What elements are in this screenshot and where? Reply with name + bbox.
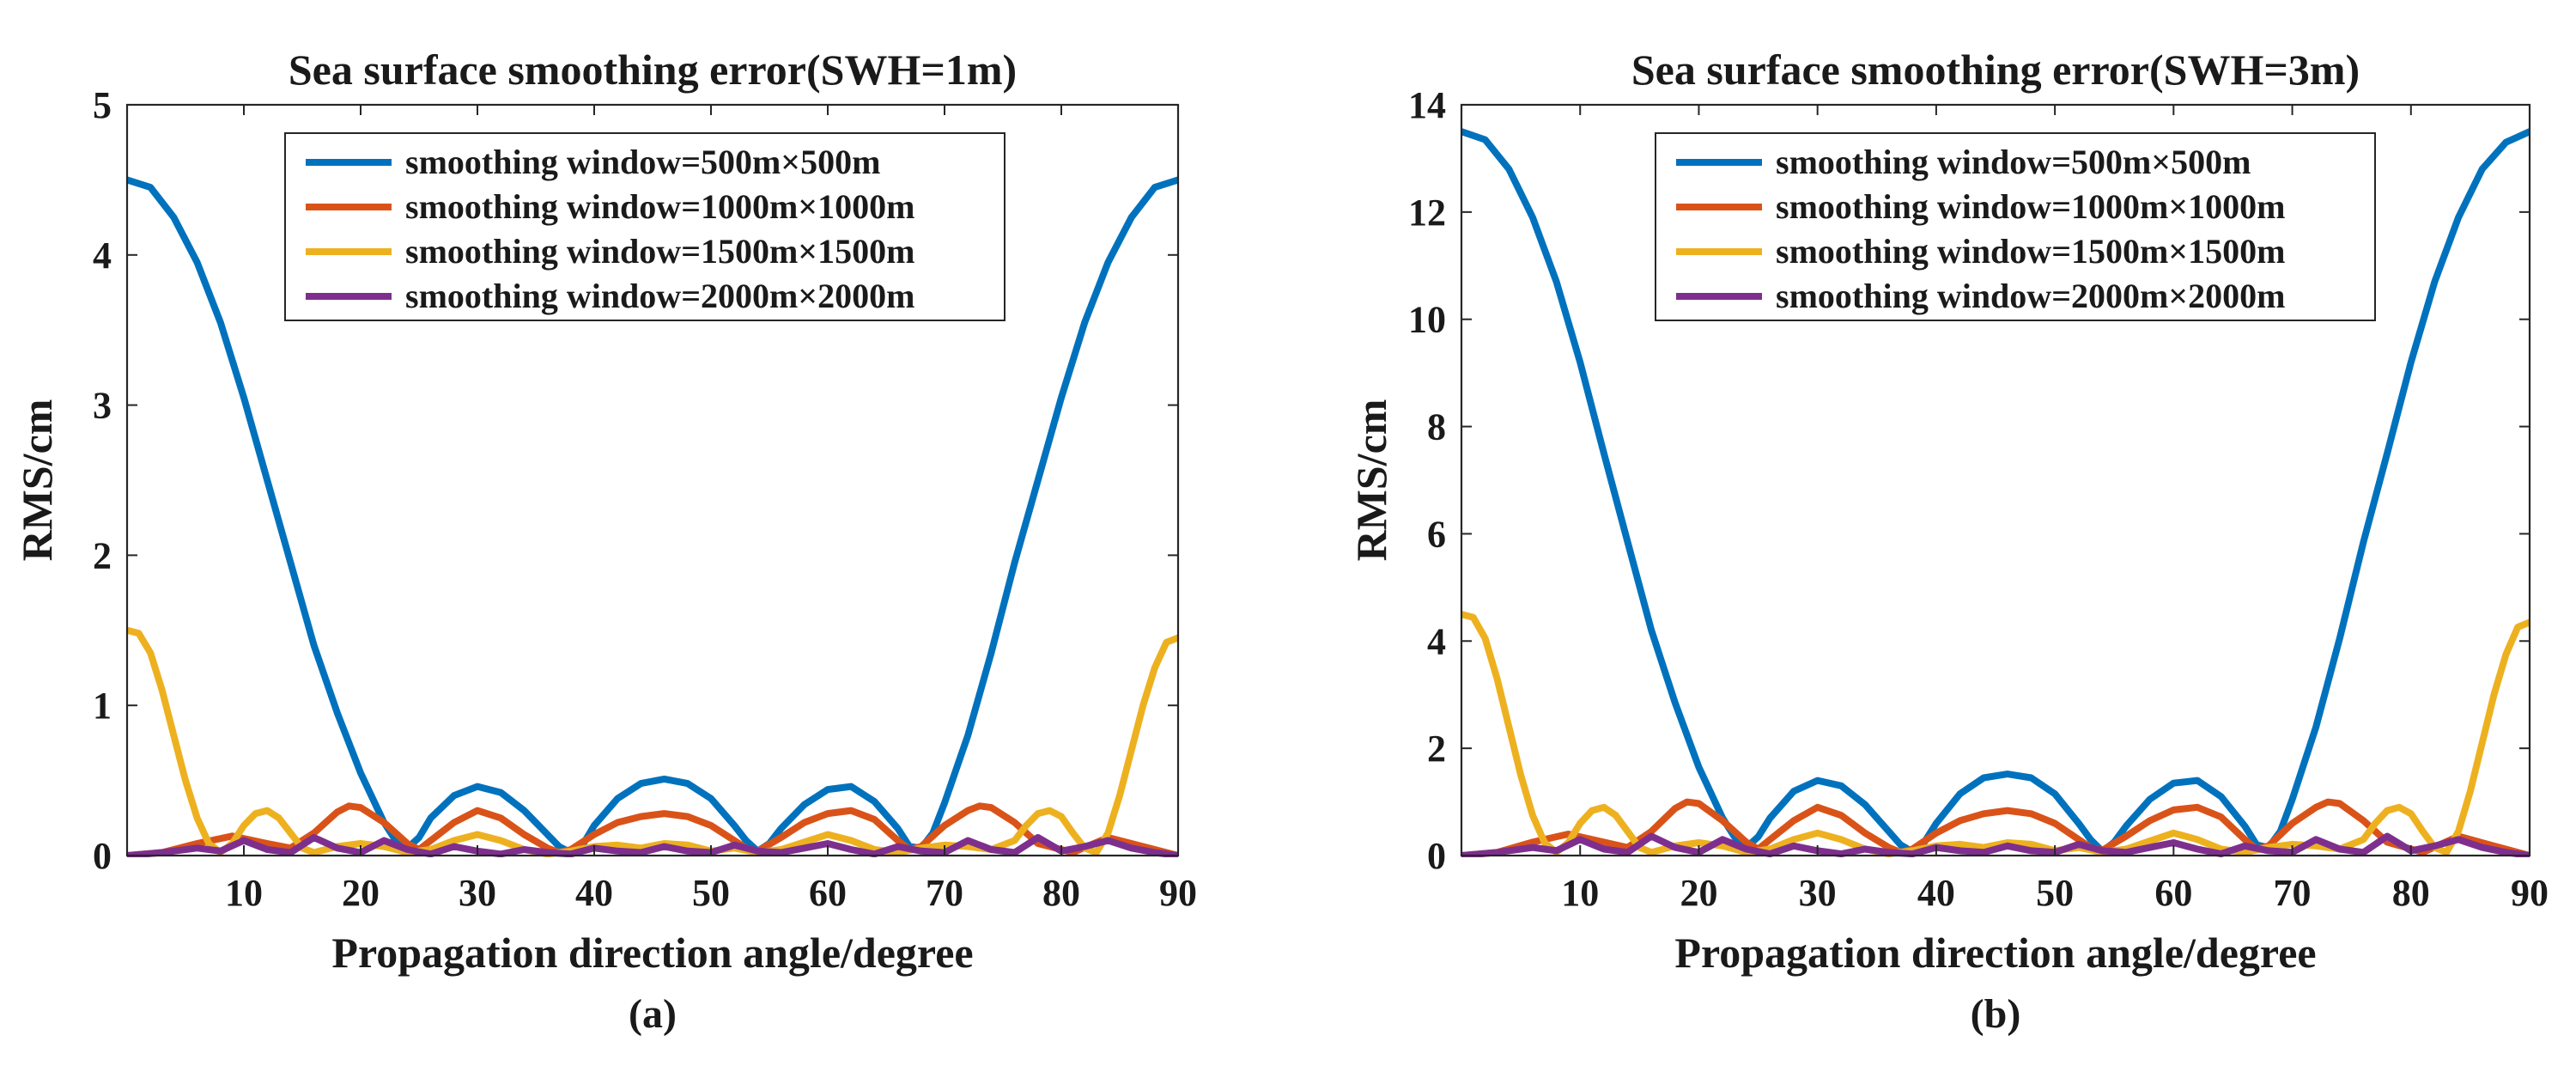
series-line-b-2 [1461, 798, 2530, 857]
y-tick-label-b-12: 12 [1408, 192, 1446, 234]
legend-label-a-3: smoothing window=1500m×1500m [405, 232, 914, 271]
x-tick-label-b-40: 40 [1917, 872, 1955, 914]
series-line-b-3 [1461, 611, 2530, 857]
x-tick-label-a-90: 90 [1159, 872, 1197, 914]
y-axis-label-a: RMS/cm [13, 399, 61, 562]
legend-label-b-3: smoothing window=1500m×1500m [1776, 232, 2285, 271]
x-tick-label-b-10: 10 [1561, 872, 1599, 914]
x-axis-label-a: Propagation direction angle/degree [331, 929, 973, 977]
legend-box-b [1655, 132, 2376, 321]
series-line-a-4 [127, 834, 1178, 857]
series-group-b [1461, 128, 2530, 857]
y-tick-label-b-6: 6 [1427, 513, 1446, 555]
plot-frame-a [125, 103, 1180, 857]
caption-a: (a) [629, 991, 677, 1037]
y-tick-label-a-5: 5 [93, 84, 112, 126]
x-tick-label-b-80: 80 [2392, 872, 2430, 914]
legend-label-a-1: smoothing window=500m×500m [405, 143, 880, 181]
y-tick-label-a-2: 2 [93, 534, 112, 576]
series-line-a-1 [127, 176, 1178, 856]
x-axis-label-b: Propagation direction angle/degree [1674, 929, 2316, 977]
plot-frame-b [1460, 103, 2531, 857]
x-tick-label-a-70: 70 [926, 872, 963, 914]
legend-label-b-1: smoothing window=500m×500m [1776, 143, 2251, 181]
y-tick-label-a-0: 0 [93, 835, 112, 877]
x-tick-label-a-40: 40 [575, 872, 613, 914]
y-tick-label-b-8: 8 [1427, 406, 1446, 448]
series-line-b-1 [1461, 128, 2530, 856]
x-tick-label-a-10: 10 [225, 872, 263, 914]
legend-label-a-4: smoothing window=2000m×2000m [405, 277, 914, 315]
series-group-a [127, 176, 1178, 857]
x-tick-label-a-60: 60 [809, 872, 847, 914]
x-tick-label-a-20: 20 [342, 872, 380, 914]
series-line-a-3 [127, 626, 1178, 857]
legend-label-a-2: smoothing window=1000m×1000m [405, 187, 914, 226]
legend-label-b-4: smoothing window=2000m×2000m [1776, 277, 2285, 315]
x-tick-label-b-20: 20 [1680, 872, 1717, 914]
y-tick-label-a-1: 1 [93, 685, 112, 727]
y-axis-label-b: RMS/cm [1347, 399, 1395, 562]
x-tick-label-b-90: 90 [2511, 872, 2549, 914]
y-tick-label-b-10: 10 [1408, 299, 1446, 341]
x-tick-label-a-30: 30 [459, 872, 496, 914]
x-tick-label-b-30: 30 [1799, 872, 1837, 914]
y-tick-label-b-14: 14 [1408, 84, 1446, 126]
y-tick-label-b-0: 0 [1427, 835, 1446, 877]
chart-panel-b: 10 20 30 40 50 60 70 80 90 0 2 4 6 8 10 12 14 smoothing w… [1347, 46, 2549, 1037]
legend-a: smoothing window=500m×500m smoothing wind… [284, 132, 1005, 321]
y-tick-label-b-2: 2 [1427, 728, 1446, 770]
legend-box-a [284, 132, 1005, 321]
legend-label-b-2: smoothing window=1000m×1000m [1776, 187, 2285, 226]
legend-b: smoothing window=500m×500m smoothing wind… [1655, 132, 2376, 321]
chart-panel-a: 10 20 30 40 50 60 70 80 90 0 1 2 3 4 5 smoothing window… [13, 46, 1197, 1037]
series-line-a-2 [127, 802, 1178, 857]
x-tick-label-a-80: 80 [1042, 872, 1080, 914]
x-tick-label-b-50: 50 [2036, 872, 2074, 914]
x-tick-label-a-50: 50 [692, 872, 730, 914]
y-tick-label-a-4: 4 [93, 235, 112, 277]
y-tick-label-b-4: 4 [1427, 620, 1446, 662]
caption-b: (b) [1971, 991, 2021, 1037]
chart-title-a: Sea surface smoothing error(SWH=1m) [289, 46, 1017, 94]
x-tick-label-b-70: 70 [2274, 872, 2312, 914]
x-tick-label-b-60: 60 [2154, 872, 2192, 914]
chart-title-b: Sea surface smoothing error(SWH=3m) [1631, 46, 2360, 94]
y-tick-label-a-3: 3 [93, 385, 112, 427]
series-line-b-4 [1461, 832, 2530, 857]
